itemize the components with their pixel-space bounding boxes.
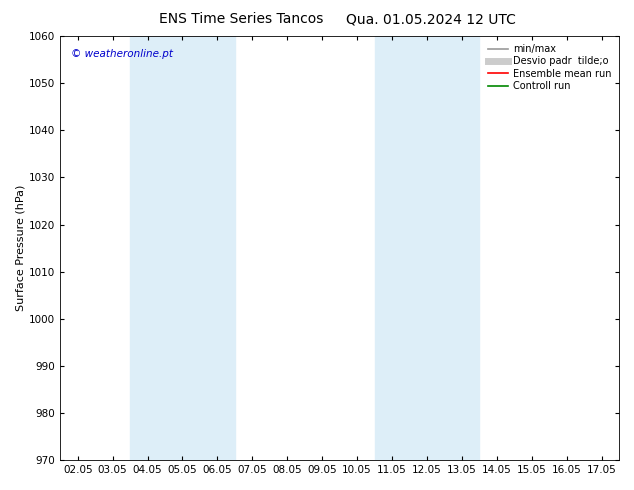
Bar [130,36,235,460]
Text: © weatheronline.pt: © weatheronline.pt [72,49,174,59]
Y-axis label: Surface Pressure (hPa): Surface Pressure (hPa) [15,185,25,311]
Legend: min/max, Desvio padr  tilde;o, Ensemble mean run, Controll run: min/max, Desvio padr tilde;o, Ensemble m… [486,41,614,94]
Text: Qua. 01.05.2024 12 UTC: Qua. 01.05.2024 12 UTC [346,12,516,26]
Bar [375,36,479,460]
Text: ENS Time Series Tancos: ENS Time Series Tancos [158,12,323,26]
